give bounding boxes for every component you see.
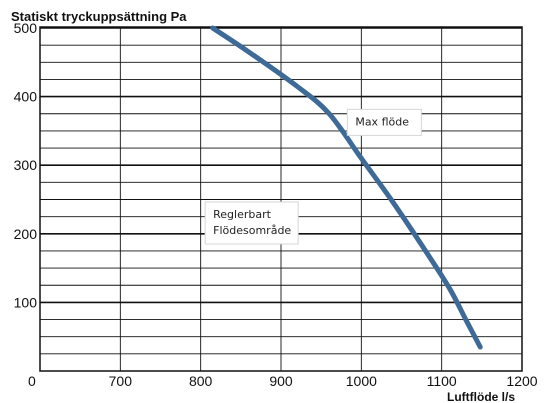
annotation-text: Reglerbart (213, 208, 271, 221)
chart-title: Statiskt tryckuppsättning Pa (11, 9, 187, 24)
x-tick-label: 1100 (427, 373, 457, 389)
annotation-box: Reglerbart Flödesområde (204, 201, 299, 245)
x-tick-label: 700 (109, 373, 133, 389)
x-axis-label: Luftflöde l/s (447, 390, 515, 403)
y-tick-label: 100 (14, 294, 38, 310)
x-tick-label: 1200 (506, 373, 537, 389)
y-axis-ticks: 100 200 300 400 500 (14, 20, 38, 310)
grid (40, 27, 522, 371)
annotation-text: Max flöde (355, 115, 409, 128)
plot-border (39, 26, 523, 372)
origin-label: 0 (28, 373, 36, 389)
x-axis-ticks: 700 800 900 1000 1100 1200 (109, 373, 538, 389)
annotation-box-bg (346, 108, 422, 136)
y-tick-label: 500 (14, 20, 38, 36)
annotation-box-bg (204, 201, 299, 245)
y-tick-label: 300 (14, 157, 38, 173)
series-line (210, 25, 483, 350)
annotations: Max flöde Reglerbart Flödesområde (204, 108, 422, 245)
annotation-text: Flödesområde (213, 224, 291, 237)
x-tick-label: 1000 (346, 373, 377, 389)
y-tick-label: 400 (14, 89, 38, 105)
annotation-box: Max flöde (346, 108, 422, 136)
y-tick-label: 200 (14, 226, 38, 242)
x-tick-label: 900 (269, 373, 293, 389)
x-tick-label: 800 (189, 373, 213, 389)
